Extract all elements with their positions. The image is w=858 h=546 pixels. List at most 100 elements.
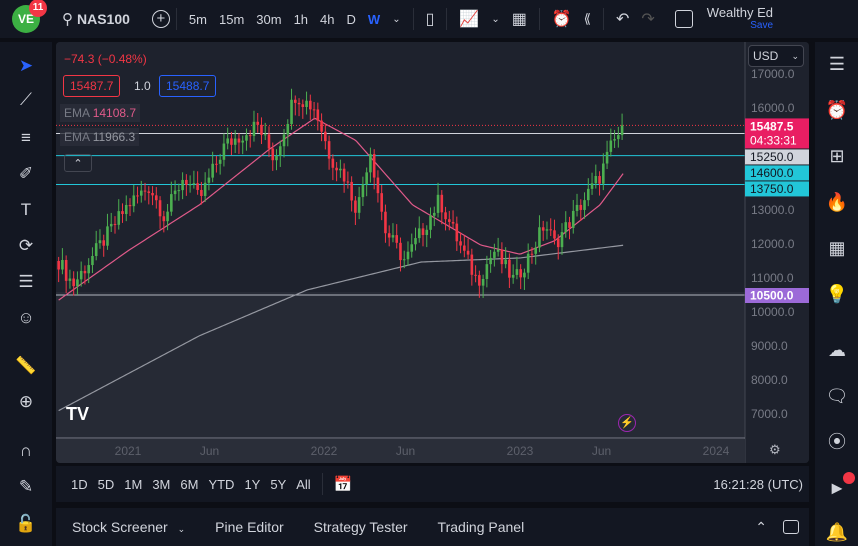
zoom-in-icon[interactable]: ⊕ — [18, 392, 34, 411]
range-1y[interactable]: 1Y — [244, 476, 261, 492]
candle-body — [170, 194, 173, 212]
range-ytd[interactable]: YTD — [208, 476, 235, 492]
interval-4h[interactable]: 4h — [320, 11, 335, 27]
currency-select[interactable]: USD ⌄ — [748, 45, 804, 67]
ruler-icon[interactable]: 📏 — [15, 356, 37, 375]
messages-icon[interactable]: 🗨 — [825, 386, 849, 406]
watchlist-icon[interactable]: ☰ — [828, 54, 846, 74]
hotlist-fire-icon[interactable]: 🔥 — [825, 192, 849, 212]
tab-trading-panel[interactable]: Trading Panel — [437, 519, 525, 535]
ema-fast-legend[interactable]: EMA 14108.7 — [60, 104, 141, 122]
save-button[interactable]: Save — [750, 20, 774, 31]
alarm-clock-icon[interactable]: ⏰ — [825, 100, 849, 120]
range-bar: 1D 5D 1M 3M 6M YTD 1Y 5Y All 📅 16:21:28 … — [56, 466, 809, 502]
layouts-icon[interactable]: ▦ — [511, 11, 527, 28]
range-5y[interactable]: 5Y — [270, 476, 287, 492]
candle-body — [500, 249, 504, 265]
candle-body — [181, 179, 184, 191]
range-5d[interactable]: 5D — [97, 476, 115, 492]
interval-d[interactable]: D — [346, 11, 356, 27]
interval-5m[interactable]: 5m — [188, 11, 207, 27]
magnet-icon[interactable]: ∩ — [19, 441, 33, 460]
price-tick-label: 7000.0 — [751, 407, 788, 421]
lock-drawings-icon[interactable]: ✎ — [18, 477, 34, 496]
pattern-icon[interactable]: ⟳ — [18, 236, 34, 255]
level-label-15250: 15250.0 — [750, 150, 794, 164]
ask-button[interactable]: 15488.7 — [159, 75, 217, 97]
add-symbol-button[interactable]: + — [151, 10, 170, 28]
chart-panel[interactable]: 17000.0 16000.0 13000.0 12000.0 11000.0 10000… — [56, 42, 809, 463]
time-axis — [56, 439, 745, 463]
fib-lines-icon[interactable]: ≡ — [21, 128, 31, 147]
candle-body — [113, 223, 117, 225]
expand-panel-icon[interactable]: ⌃ — [755, 518, 767, 535]
collapse-legend-button[interactable]: ⌃ — [64, 154, 92, 172]
streams-icon[interactable]: ⦿ — [828, 432, 846, 452]
last-price-tag-bg — [745, 118, 809, 149]
candle-body — [478, 275, 481, 286]
bid-button[interactable]: 15487.7 — [63, 75, 121, 97]
price-axis-settings-icon[interactable]: ⚙ — [769, 442, 781, 457]
unlock-icon[interactable]: 🔓 — [15, 514, 37, 533]
candle-body — [293, 99, 297, 103]
search-icon[interactable]: ⚲ — [62, 11, 73, 28]
candle-body — [192, 183, 196, 185]
candle-body — [399, 242, 402, 261]
maximize-panel-icon[interactable] — [783, 520, 799, 534]
range-all[interactable]: All — [296, 476, 311, 492]
candle-body — [166, 211, 169, 222]
logo[interactable]: VE 11 — [12, 0, 47, 33]
price-chart[interactable]: 17000.0 16000.0 13000.0 12000.0 11000.0 10000… — [56, 42, 809, 463]
indicators-icon[interactable]: 📈 — [459, 11, 480, 28]
add-list-icon[interactable]: ⊞ — [829, 146, 845, 166]
calendar-icon[interactable]: ▦ — [828, 238, 846, 258]
broadcast-icon[interactable]: ► — [823, 472, 855, 502]
range-3m[interactable]: 3M — [152, 476, 171, 492]
tab-pine-editor[interactable]: Pine Editor — [215, 519, 284, 535]
interval-1h[interactable]: 1h — [293, 11, 309, 27]
candle-body — [429, 215, 432, 230]
tab-stock-screener[interactable]: Stock Screener ⌄ — [72, 519, 185, 535]
candle-body — [493, 251, 496, 258]
chevron-down-icon[interactable]: ⌄ — [392, 13, 401, 25]
undo-icon[interactable]: ↶ — [615, 11, 630, 28]
candle-body — [489, 257, 492, 265]
time-tick-label: 2021 — [115, 444, 142, 458]
go-to-date-icon[interactable]: 📅 — [333, 476, 353, 493]
candle-body — [530, 253, 534, 255]
symbol-search[interactable]: NAS100 — [77, 11, 130, 27]
interval-30m[interactable]: 30m — [256, 11, 282, 27]
layout-name[interactable]: Wealthy Ed — [706, 5, 774, 20]
range-1d[interactable]: 1D — [71, 476, 88, 492]
clock[interactable]: 16:21:28 (UTC) — [713, 476, 803, 492]
bell-icon[interactable]: 🔔 — [825, 522, 849, 542]
chevron-down-icon[interactable]: ⌄ — [491, 13, 500, 25]
interval-w[interactable]: W — [367, 11, 381, 27]
lightning-icon[interactable]: ⚡ — [618, 414, 636, 432]
ideas-bulb-icon[interactable]: 💡 — [825, 284, 849, 304]
range-6m[interactable]: 6M — [180, 476, 199, 492]
brush-icon[interactable]: ✐ — [18, 164, 34, 183]
candle-body — [583, 200, 586, 210]
trend-line-icon[interactable]: ⟋ — [20, 90, 32, 109]
emoji-icon[interactable]: ☺ — [17, 308, 35, 327]
candle-body — [579, 204, 583, 210]
candles-icon[interactable]: ▯ — [425, 11, 435, 28]
time-tick-label: Jun — [396, 444, 415, 458]
ema-slow-legend[interactable]: EMA 11966.3 — [60, 128, 140, 146]
range-1m[interactable]: 1M — [124, 476, 143, 492]
candle-body — [402, 259, 406, 261]
forecast-icon[interactable]: ☰ — [18, 272, 34, 291]
fullscreen-box-icon[interactable] — [674, 10, 693, 28]
chat-cloud-icon[interactable]: ☁ — [828, 340, 846, 360]
time-tick-label: 2023 — [507, 444, 534, 458]
replay-icon[interactable]: ⟪ — [583, 11, 591, 26]
candle-body — [158, 200, 162, 217]
candle-body — [260, 124, 263, 135]
interval-15m[interactable]: 15m — [218, 11, 245, 27]
tab-strategy-tester[interactable]: Strategy Tester — [313, 519, 408, 535]
cursor-icon[interactable]: ➤ — [18, 56, 34, 75]
redo-icon[interactable]: ↷ — [641, 11, 655, 28]
alarm-icon[interactable]: ⏰ — [551, 11, 572, 28]
text-icon[interactable]: T — [20, 200, 32, 219]
